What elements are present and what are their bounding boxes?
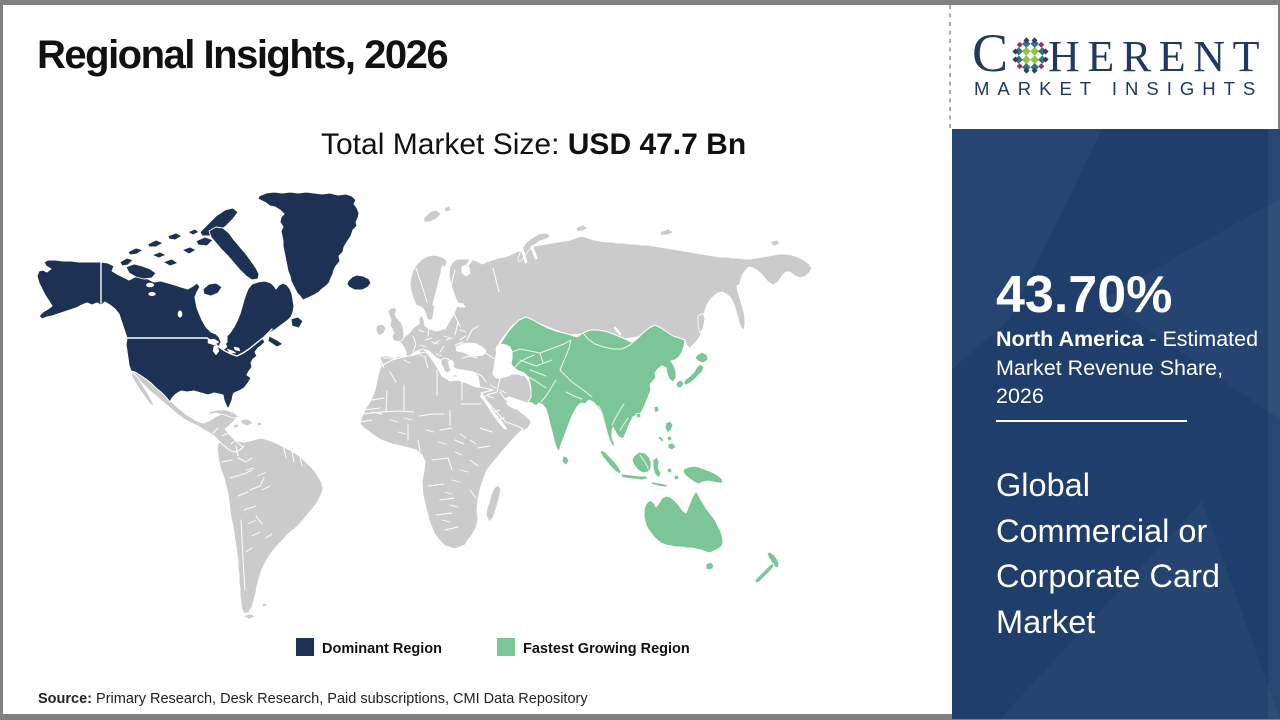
svg-text:MARKET INSIGHTS: MARKET INSIGHTS — [974, 78, 1263, 99]
svg-text:C: C — [972, 23, 1008, 83]
svg-text:HERENT: HERENT — [1048, 32, 1267, 81]
